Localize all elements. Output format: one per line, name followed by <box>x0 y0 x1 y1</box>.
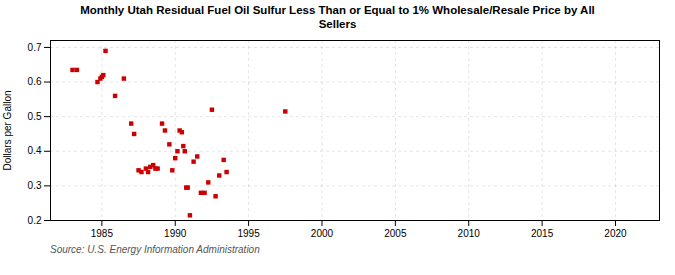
svg-text:2010: 2010 <box>458 227 481 238</box>
svg-text:0.3: 0.3 <box>28 180 42 191</box>
svg-text:1995: 1995 <box>237 227 260 238</box>
svg-text:2015: 2015 <box>531 227 554 238</box>
svg-text:2000: 2000 <box>311 227 334 238</box>
html-text:Monthly Utah Residual Fuel Oil: Monthly Utah Residual Fuel Oil Sulfur Le… <box>80 4 595 31</box>
svg-text:0.5: 0.5 <box>28 111 42 122</box>
svg-text:1985: 1985 <box>91 227 114 238</box>
svg-text:2005: 2005 <box>384 227 407 238</box>
svg-text:2020: 2020 <box>604 227 627 238</box>
html-text:Source: U.S. Energy Informatio: Source: U.S. Energy Information Administ… <box>50 243 260 255</box>
svg-text:1990: 1990 <box>164 227 187 238</box>
svg-text:Dollars per Gallon: Dollars per Gallon <box>2 90 13 170</box>
svg-text:0.4: 0.4 <box>28 145 42 156</box>
svg-text:0.7: 0.7 <box>28 41 42 52</box>
svg-text:0.2: 0.2 <box>28 214 42 225</box>
svg-text:0.6: 0.6 <box>28 76 42 87</box>
